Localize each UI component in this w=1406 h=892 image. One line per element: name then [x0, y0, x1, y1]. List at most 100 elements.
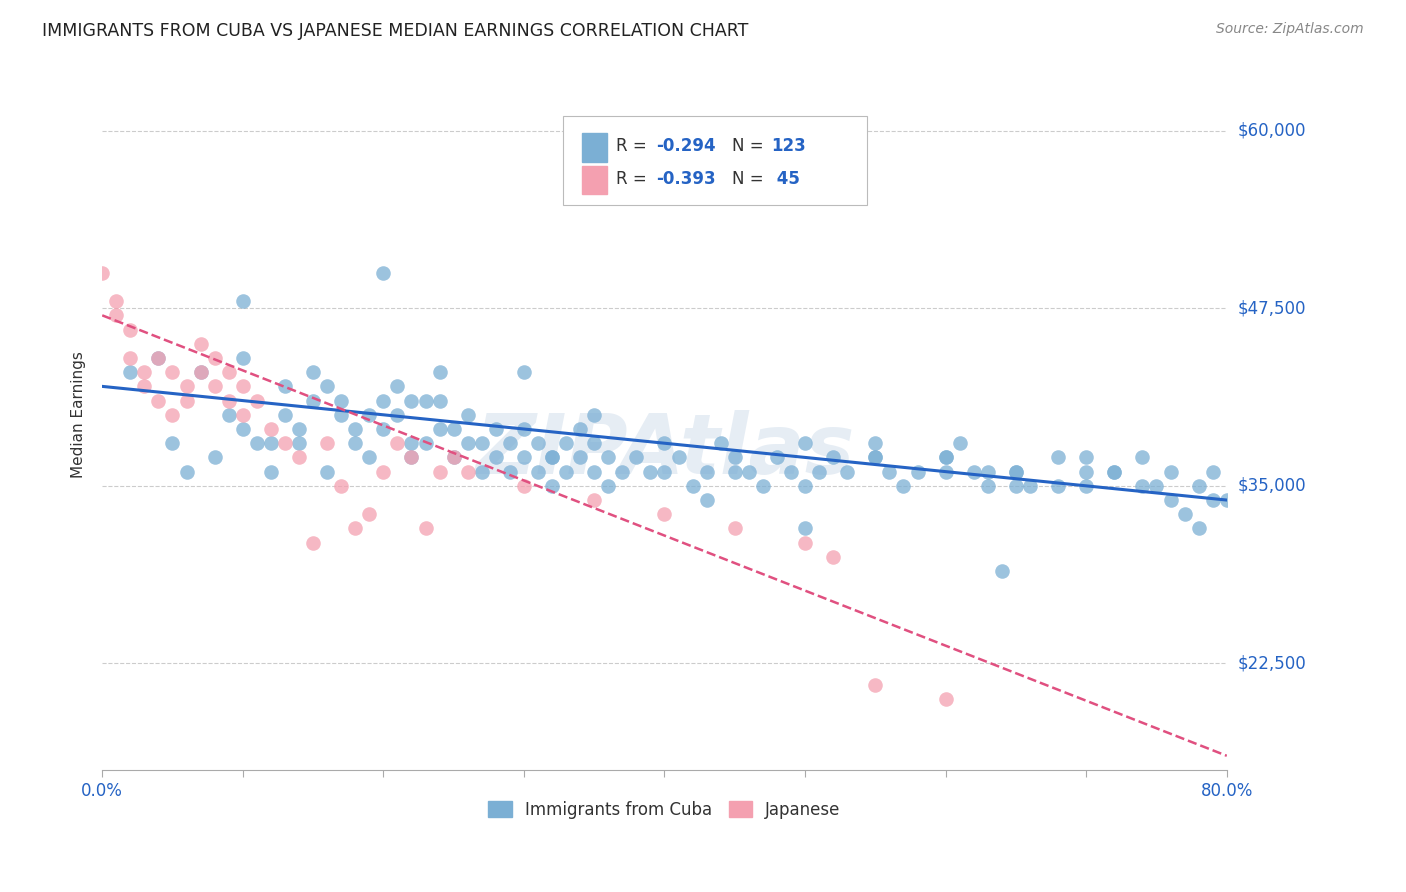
Point	[471, 436, 494, 450]
Point	[654, 436, 676, 450]
Point	[373, 393, 395, 408]
Point	[991, 564, 1014, 578]
Point	[1104, 465, 1126, 479]
Point	[1076, 450, 1098, 465]
Point	[344, 521, 367, 535]
Point	[330, 393, 353, 408]
Point	[513, 365, 536, 379]
Point	[541, 450, 564, 465]
Point	[1005, 479, 1028, 493]
Point	[513, 422, 536, 436]
Point	[373, 266, 395, 280]
Point	[654, 508, 676, 522]
Point	[668, 450, 690, 465]
Point	[274, 379, 297, 393]
Point	[541, 479, 564, 493]
Point	[1132, 479, 1154, 493]
Point	[598, 450, 620, 465]
Point	[288, 450, 311, 465]
Point	[387, 379, 409, 393]
Point	[977, 479, 1000, 493]
Point	[1146, 479, 1168, 493]
Point	[316, 465, 339, 479]
Point	[443, 422, 465, 436]
Point	[1005, 465, 1028, 479]
Point	[935, 465, 957, 479]
Point	[134, 379, 156, 393]
Point	[148, 393, 170, 408]
Point	[569, 422, 592, 436]
Point	[527, 465, 550, 479]
Point	[176, 379, 198, 393]
Point	[373, 465, 395, 479]
Point	[1005, 465, 1028, 479]
Point	[274, 408, 297, 422]
Text: N =: N =	[733, 169, 769, 188]
Point	[654, 465, 676, 479]
Point	[499, 436, 522, 450]
Point	[373, 422, 395, 436]
Point	[120, 365, 142, 379]
Point	[302, 393, 325, 408]
Point	[246, 436, 269, 450]
Point	[176, 393, 198, 408]
Point	[401, 450, 423, 465]
Point	[429, 465, 451, 479]
Point	[1160, 493, 1182, 508]
Point	[246, 393, 269, 408]
Point	[1174, 508, 1197, 522]
Text: R =: R =	[616, 169, 652, 188]
Point	[569, 450, 592, 465]
Point	[232, 379, 254, 393]
Point	[527, 436, 550, 450]
Point	[260, 465, 283, 479]
Point	[724, 465, 747, 479]
Point	[541, 450, 564, 465]
Point	[724, 450, 747, 465]
Point	[288, 422, 311, 436]
Text: R =: R =	[616, 137, 652, 155]
Point	[302, 365, 325, 379]
Point	[555, 465, 578, 479]
Point	[274, 436, 297, 450]
Point	[583, 465, 606, 479]
Point	[162, 436, 184, 450]
Point	[583, 436, 606, 450]
Point	[232, 351, 254, 365]
Point	[401, 393, 423, 408]
Point	[120, 351, 142, 365]
Point	[288, 436, 311, 450]
Y-axis label: Median Earnings: Median Earnings	[72, 351, 86, 478]
Point	[1188, 521, 1211, 535]
Point	[612, 465, 634, 479]
Point	[387, 436, 409, 450]
Point	[710, 436, 733, 450]
Point	[513, 450, 536, 465]
Point	[204, 379, 226, 393]
Point	[907, 465, 929, 479]
Point	[893, 479, 915, 493]
Point	[457, 465, 479, 479]
Point	[865, 450, 887, 465]
Text: 45: 45	[772, 169, 800, 188]
Point	[1019, 479, 1042, 493]
Point	[1076, 479, 1098, 493]
Point	[935, 692, 957, 706]
Point	[865, 436, 887, 450]
Point	[148, 351, 170, 365]
Point	[260, 436, 283, 450]
Point	[1047, 450, 1070, 465]
Point	[485, 422, 508, 436]
Point	[724, 521, 747, 535]
Point	[780, 465, 803, 479]
Point	[640, 465, 662, 479]
Point	[359, 508, 381, 522]
Point	[443, 450, 465, 465]
Point	[1202, 493, 1225, 508]
Text: N =: N =	[733, 137, 769, 155]
Point	[415, 521, 437, 535]
Text: 123: 123	[772, 137, 806, 155]
Text: $60,000: $60,000	[1237, 121, 1306, 140]
Point	[176, 465, 198, 479]
Point	[1104, 465, 1126, 479]
